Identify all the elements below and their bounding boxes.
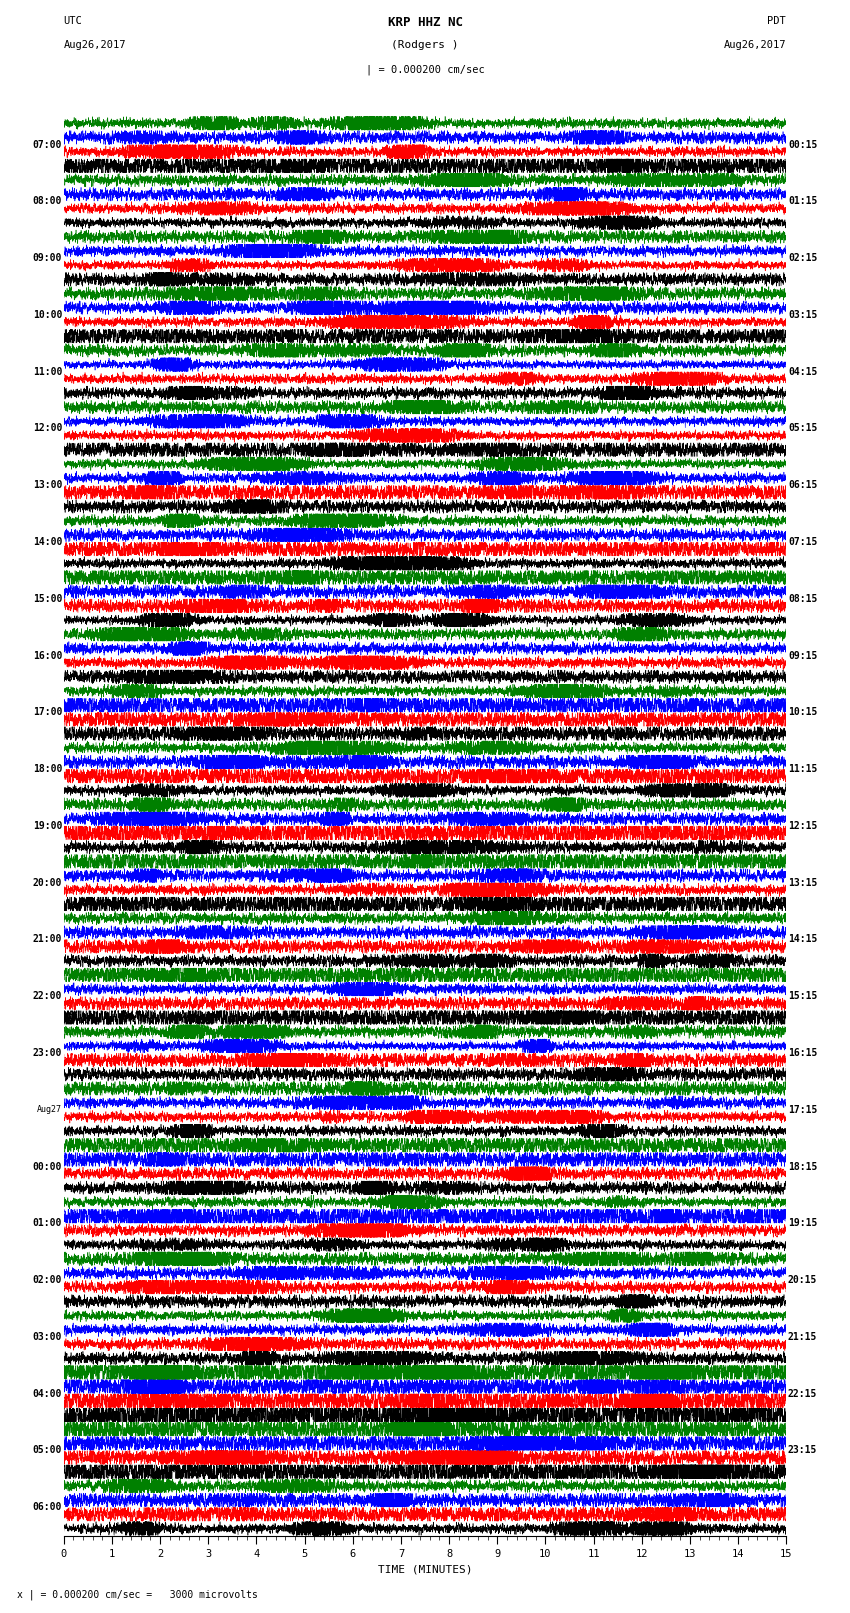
Text: 12:15: 12:15	[788, 821, 818, 831]
Text: 05:00: 05:00	[32, 1445, 62, 1455]
Text: 02:15: 02:15	[788, 253, 818, 263]
Text: 15:00: 15:00	[32, 594, 62, 603]
Text: PDT: PDT	[768, 16, 786, 26]
Text: 17:00: 17:00	[32, 708, 62, 718]
Text: 00:15: 00:15	[788, 140, 818, 150]
Text: 05:15: 05:15	[788, 424, 818, 434]
Text: 22:15: 22:15	[788, 1389, 818, 1398]
Text: 14:00: 14:00	[32, 537, 62, 547]
Text: 06:00: 06:00	[32, 1502, 62, 1511]
Text: Aug26,2017: Aug26,2017	[64, 40, 127, 50]
Text: 09:15: 09:15	[788, 650, 818, 660]
Text: KRP HHZ NC: KRP HHZ NC	[388, 16, 462, 29]
Text: 06:15: 06:15	[788, 481, 818, 490]
Text: 11:00: 11:00	[32, 366, 62, 376]
Text: 20:15: 20:15	[788, 1276, 818, 1286]
Text: 14:15: 14:15	[788, 934, 818, 944]
Text: 02:00: 02:00	[32, 1276, 62, 1286]
Text: 17:15: 17:15	[788, 1105, 818, 1115]
Text: 16:00: 16:00	[32, 650, 62, 660]
Text: 10:00: 10:00	[32, 310, 62, 319]
Text: 07:00: 07:00	[32, 140, 62, 150]
Text: 03:15: 03:15	[788, 310, 818, 319]
Text: Aug26,2017: Aug26,2017	[723, 40, 786, 50]
Text: 18:00: 18:00	[32, 765, 62, 774]
Text: 10:15: 10:15	[788, 708, 818, 718]
Text: 18:15: 18:15	[788, 1161, 818, 1171]
Text: 16:15: 16:15	[788, 1048, 818, 1058]
Text: 03:00: 03:00	[32, 1332, 62, 1342]
Text: 23:00: 23:00	[32, 1048, 62, 1058]
X-axis label: TIME (MINUTES): TIME (MINUTES)	[377, 1565, 473, 1574]
Text: 08:00: 08:00	[32, 197, 62, 206]
Text: 00:00: 00:00	[32, 1161, 62, 1171]
Text: Aug27: Aug27	[37, 1105, 62, 1115]
Text: 19:15: 19:15	[788, 1218, 818, 1227]
Text: 19:00: 19:00	[32, 821, 62, 831]
Text: 04:00: 04:00	[32, 1389, 62, 1398]
Text: 21:00: 21:00	[32, 934, 62, 944]
Text: 13:00: 13:00	[32, 481, 62, 490]
Text: 01:15: 01:15	[788, 197, 818, 206]
Text: UTC: UTC	[64, 16, 82, 26]
Text: 07:15: 07:15	[788, 537, 818, 547]
Text: 09:00: 09:00	[32, 253, 62, 263]
Text: x | = 0.000200 cm/sec =   3000 microvolts: x | = 0.000200 cm/sec = 3000 microvolts	[17, 1589, 258, 1600]
Text: 04:15: 04:15	[788, 366, 818, 376]
Text: 12:00: 12:00	[32, 424, 62, 434]
Text: 08:15: 08:15	[788, 594, 818, 603]
Text: 15:15: 15:15	[788, 992, 818, 1002]
Text: 13:15: 13:15	[788, 877, 818, 887]
Text: 23:15: 23:15	[788, 1445, 818, 1455]
Text: 01:00: 01:00	[32, 1218, 62, 1227]
Text: 21:15: 21:15	[788, 1332, 818, 1342]
Text: (Rodgers ): (Rodgers )	[391, 40, 459, 50]
Text: 20:00: 20:00	[32, 877, 62, 887]
Text: | = 0.000200 cm/sec: | = 0.000200 cm/sec	[366, 65, 484, 76]
Text: 11:15: 11:15	[788, 765, 818, 774]
Text: 22:00: 22:00	[32, 992, 62, 1002]
